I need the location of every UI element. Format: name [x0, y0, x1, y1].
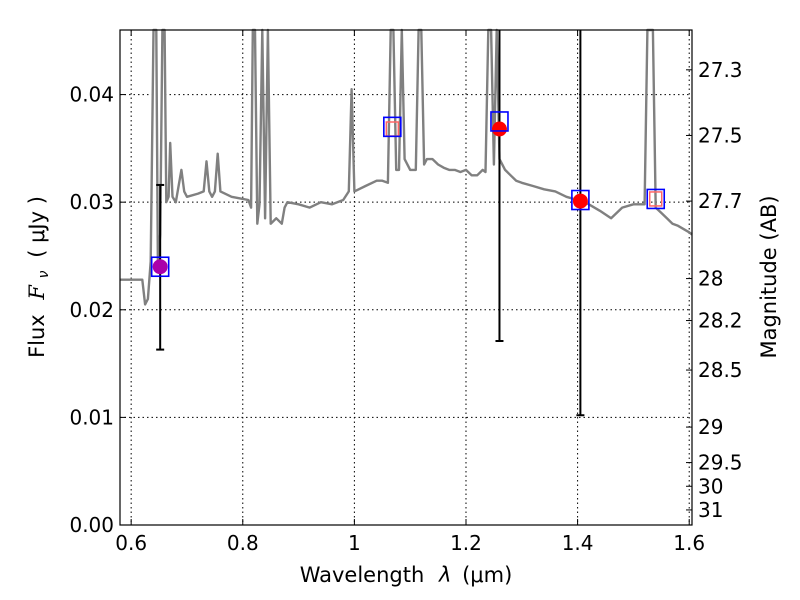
- y2-tick-label: 27.7: [698, 189, 743, 213]
- y2-tick-label: 29: [698, 415, 723, 439]
- spectrum-layer: [120, 28, 693, 306]
- x-tick-label: 1.4: [562, 531, 594, 555]
- y-tick-label: 0.04: [69, 83, 114, 107]
- observed-marker: [152, 259, 168, 275]
- observed-marker: [491, 121, 507, 137]
- plot-frame: [119, 29, 693, 526]
- model-marker: [150, 256, 170, 278]
- x-axis-label-unit: (μm): [462, 563, 512, 587]
- x-axis-label-lambda: λ: [438, 563, 451, 587]
- y2-tick-label: 31: [698, 498, 723, 522]
- model-marker: [383, 116, 402, 138]
- model-marker: [571, 189, 590, 211]
- observed-marker-upper-limit: [648, 191, 663, 207]
- y2-tick-label: 29.5: [698, 451, 743, 475]
- y2-tick-label: 28.5: [698, 358, 743, 382]
- y-axis-label: Flux F ν ( μJy ): [25, 196, 53, 358]
- y2-tick-label: 28.2: [698, 309, 743, 333]
- tick-layer: 0.6 0.8 1 1.2 1.4 1.6 0.00 0.01 0.02 0.03 0.04 27.3…: [69, 30, 743, 555]
- x-tick-label: 1.6: [673, 531, 705, 555]
- x-tick-label: 1.2: [450, 531, 482, 555]
- spectrum-line: [120, 28, 693, 306]
- y-tick-label: 0.00: [69, 513, 114, 537]
- y2-tick-label: 28: [698, 267, 723, 291]
- y-tick-label: 0.03: [69, 190, 114, 214]
- y-tick-label: 0.02: [69, 298, 114, 322]
- y2-tick-label: 27.5: [698, 123, 743, 147]
- x-tick-label: 0.8: [227, 531, 259, 555]
- y-axis-label-unit: ( μJy ): [25, 196, 49, 258]
- y-tick-label: 0.01: [69, 405, 114, 429]
- observed-marker: [572, 193, 588, 209]
- x-tick-label: 1: [348, 531, 361, 555]
- model-marker: [646, 188, 666, 210]
- marker-layer: [150, 30, 666, 417]
- y2-tick-label: 27.3: [698, 58, 743, 82]
- y2-tick-label: 30: [698, 474, 723, 498]
- model-marker: [490, 111, 509, 132]
- y2-axis-label: Magnitude (AB): [757, 195, 781, 358]
- y-axis-label-symbol: F: [25, 284, 49, 301]
- y-axis-label-subscript: ν: [36, 270, 52, 278]
- x-axis-label: Wavelength λ (μm): [300, 563, 513, 587]
- x-axis-label-main: Wavelength: [300, 563, 425, 587]
- grid-layer: [120, 30, 692, 526]
- x-tick-label: 0.6: [115, 531, 147, 555]
- y-axis-label-main: Flux: [25, 314, 49, 358]
